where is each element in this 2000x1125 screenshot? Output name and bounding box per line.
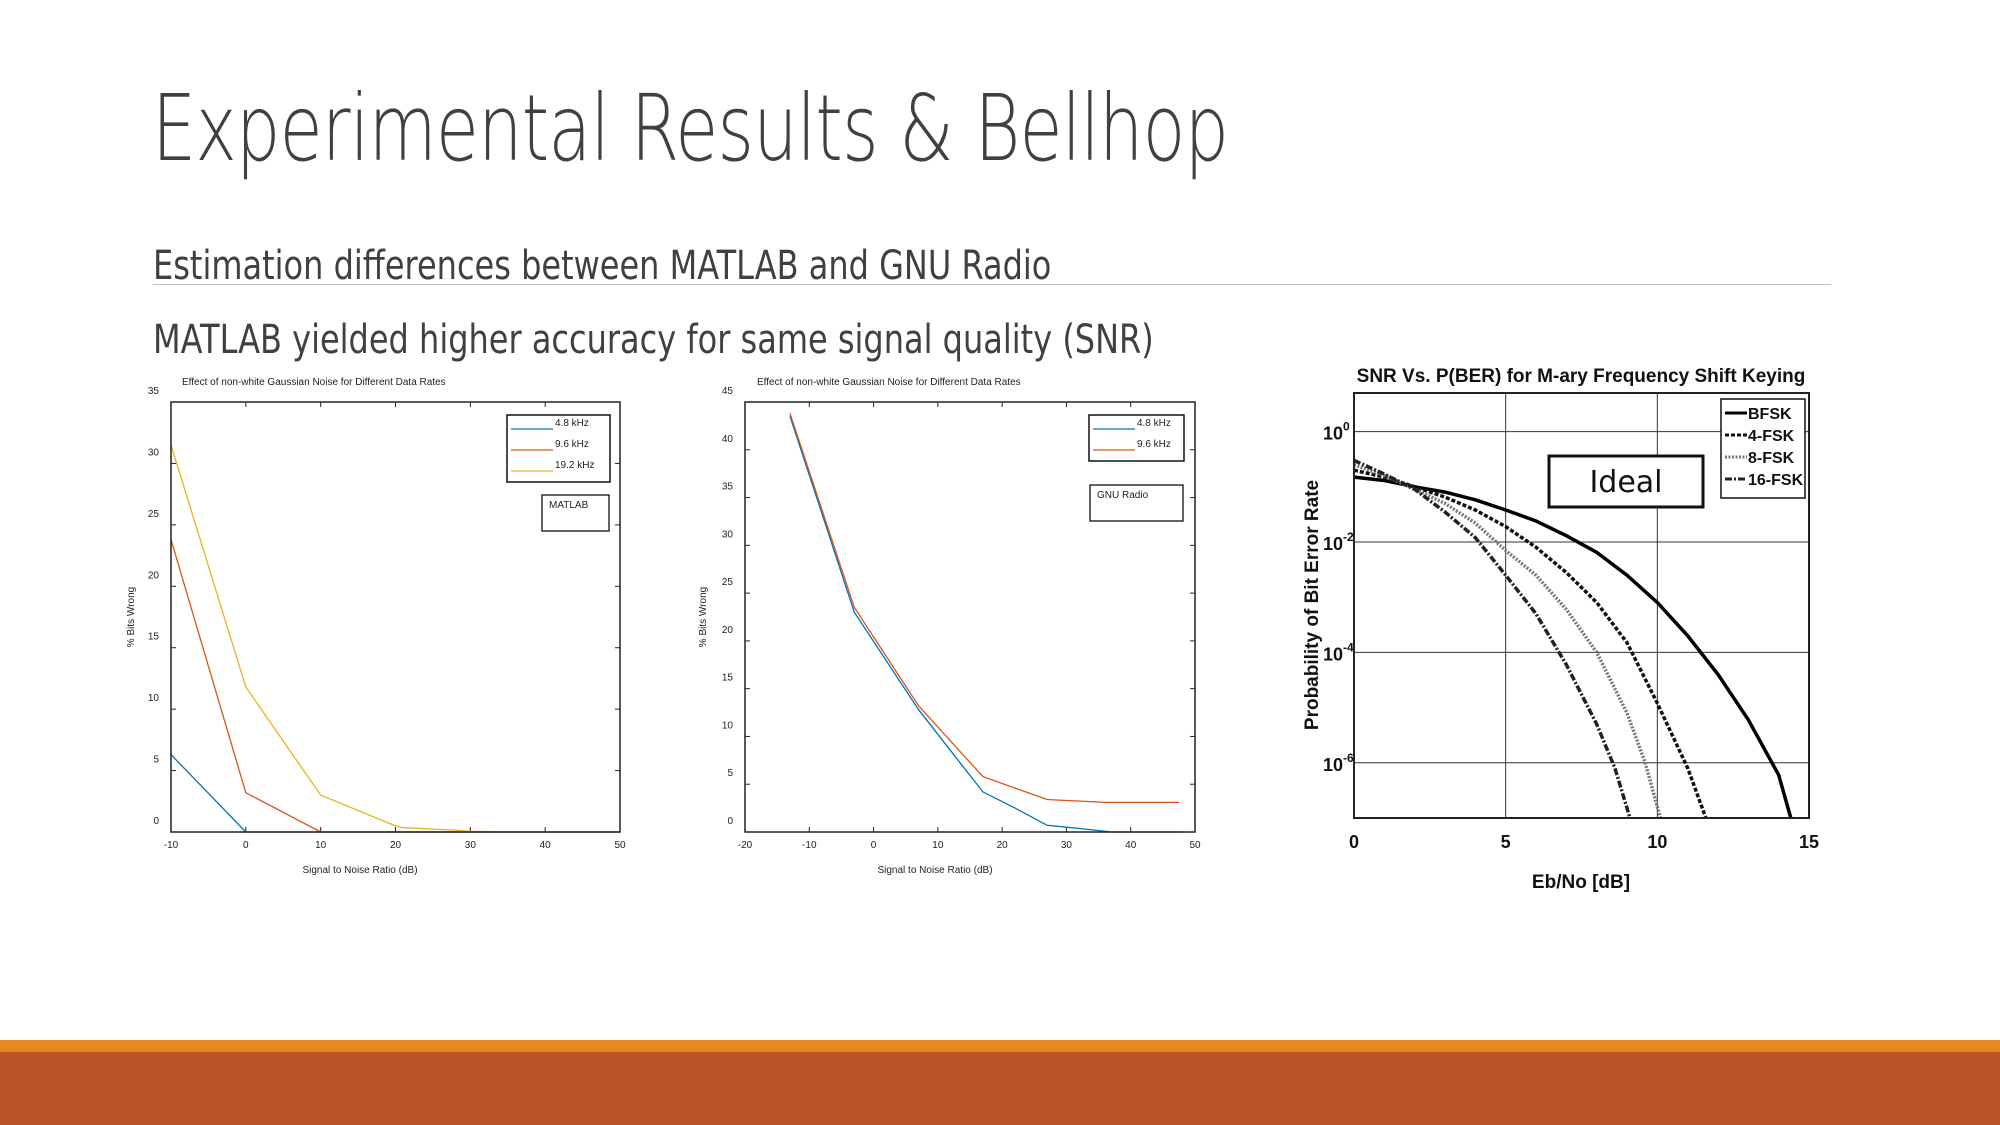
legend-label: 4.8 kHz — [555, 418, 589, 429]
y-tick-exponent: 0 — [1343, 420, 1350, 434]
annotation-box — [541, 494, 610, 532]
y-tick-label: 30 — [148, 447, 160, 458]
annotation-box — [1089, 484, 1184, 522]
y-tick-label: 45 — [722, 386, 734, 397]
x-tick-label: 15 — [1799, 832, 1819, 852]
chart-title: Effect of non-white Gaussian Noise for D… — [757, 377, 1021, 388]
series-line-16-fsk — [1353, 458, 1632, 819]
divider-line — [153, 284, 1831, 285]
y-tick-label: 15 — [722, 673, 734, 684]
y-tick-label: 10-4 — [1323, 640, 1354, 664]
y-axis-label: Probability of Bit Error Rate — [1302, 480, 1323, 730]
y-tick-label: 30 — [722, 529, 734, 540]
y-tick-label: 25 — [148, 509, 160, 520]
x-axis-label: Signal to Noise Ratio (dB) — [302, 865, 417, 876]
x-tick-label: 5 — [1501, 832, 1511, 852]
legend-box — [1720, 398, 1806, 499]
annotation-text: Ideal — [1589, 465, 1662, 500]
y-tick-label: 10-6 — [1323, 751, 1354, 775]
series-line-4-fsk — [1353, 468, 1708, 819]
x-tick-label: 50 — [614, 840, 626, 851]
x-tick-label: 10 — [932, 840, 944, 851]
series-line-9-6-khz — [170, 539, 620, 833]
chart-title: SNR Vs. P(BER) for M-ary Frequency Shift… — [1357, 366, 1806, 387]
plot-area-border — [1353, 392, 1810, 819]
annotation-box — [1547, 454, 1705, 509]
y-tick-exponent: -6 — [1343, 751, 1354, 765]
y-tick-base: 10 — [1323, 534, 1343, 554]
y-tick-label: 25 — [722, 577, 734, 588]
x-tick-label: 10 — [1647, 832, 1667, 852]
y-tick-label: 35 — [722, 482, 734, 493]
y-tick-label: 100 — [1323, 420, 1350, 444]
x-tick-label: 20 — [390, 840, 402, 851]
y-tick-label: 15 — [148, 632, 160, 643]
y-tick-label: 10 — [722, 720, 734, 731]
y-tick-exponent: -4 — [1343, 640, 1354, 654]
y-tick-label: 10-2 — [1323, 530, 1354, 554]
y-tick-exponent: -2 — [1343, 530, 1354, 544]
x-tick-label: 40 — [1125, 840, 1137, 851]
plot-area-border — [170, 401, 621, 833]
chart-title: Effect of non-white Gaussian Noise for D… — [182, 377, 446, 388]
annotation-text: GNU Radio — [1097, 490, 1149, 501]
y-tick-label: 10 — [148, 693, 160, 704]
x-tick-label: -10 — [802, 840, 817, 851]
y-axis-label: % Bits Wrong — [126, 587, 137, 647]
y-tick-label: 20 — [722, 625, 734, 636]
x-tick-label: -20 — [738, 840, 753, 851]
y-tick-label: 5 — [153, 755, 159, 766]
legend-label: BFSK — [1748, 406, 1792, 423]
slide-title: Experimental Results & Bellhop — [152, 75, 1229, 182]
y-tick-label: 0 — [727, 816, 733, 827]
footer-accent-bar — [0, 1040, 2000, 1052]
x-axis-label: Signal to Noise Ratio (dB) — [877, 865, 992, 876]
x-tick-label: 30 — [1061, 840, 1073, 851]
bullet-matlab-accuracy: MATLAB yielded higher accuracy for same … — [153, 317, 1154, 363]
y-tick-label: 35 — [148, 386, 160, 397]
annotation-text: MATLAB — [549, 500, 589, 511]
legend: 4.8 kHz 9.6 kHz 19.2 kHz — [506, 414, 611, 483]
x-tick-label: 0 — [871, 840, 877, 851]
x-tick-label: 10 — [315, 840, 327, 851]
y-tick-label: 5 — [727, 768, 733, 779]
y-tick-label: 0 — [153, 816, 159, 827]
y-axis-label: % Bits Wrong — [698, 587, 709, 647]
chart-2: Effect of non-white Gaussian Noise for D… — [698, 377, 1201, 876]
legend-label: 4-FSK — [1748, 428, 1795, 445]
y-tick-base: 10 — [1323, 424, 1343, 444]
y-tick-base: 10 — [1323, 755, 1343, 775]
chart-3: SNR Vs. P(BER) for M-ary Frequency Shift… — [1302, 366, 1819, 893]
legend-box — [1088, 414, 1185, 462]
footer-bar — [0, 1052, 2000, 1125]
series-line-9-6-khz — [789, 413, 1179, 804]
x-tick-label: 20 — [997, 840, 1009, 851]
y-tick-label: 40 — [722, 434, 734, 445]
x-tick-label: 40 — [540, 840, 552, 851]
y-tick-base: 10 — [1323, 644, 1343, 664]
chart-1: Effect of non-white Gaussian Noise for D… — [126, 377, 626, 876]
legend-label: 9.6 kHz — [1137, 439, 1171, 450]
legend-label: 9.6 kHz — [555, 439, 589, 450]
plot-area-border — [744, 401, 1196, 833]
series-line-4-8-khz — [789, 416, 1179, 833]
x-tick-label: 50 — [1189, 840, 1201, 851]
legend-label: 4.8 kHz — [1137, 418, 1171, 429]
x-axis-label: Eb/No [dB] — [1532, 872, 1630, 893]
legend-label: 16-FSK — [1748, 472, 1804, 489]
x-tick-label: -10 — [164, 840, 179, 851]
y-tick-label: 20 — [148, 570, 160, 581]
series-line-bfsk — [1353, 475, 1793, 819]
legend-label: 19.2 kHz — [555, 460, 594, 471]
legend: BFSK 4-FSK 8-FSK 16-FSK — [1720, 398, 1806, 499]
legend: 4.8 kHz 9.6 kHz — [1088, 414, 1185, 462]
x-tick-label: 0 — [1349, 832, 1359, 852]
bullet-estimation-differences: Estimation differences between MATLAB an… — [153, 243, 1052, 289]
x-tick-label: 30 — [465, 840, 477, 851]
x-tick-label: 0 — [243, 840, 249, 851]
legend-label: 8-FSK — [1748, 450, 1795, 467]
